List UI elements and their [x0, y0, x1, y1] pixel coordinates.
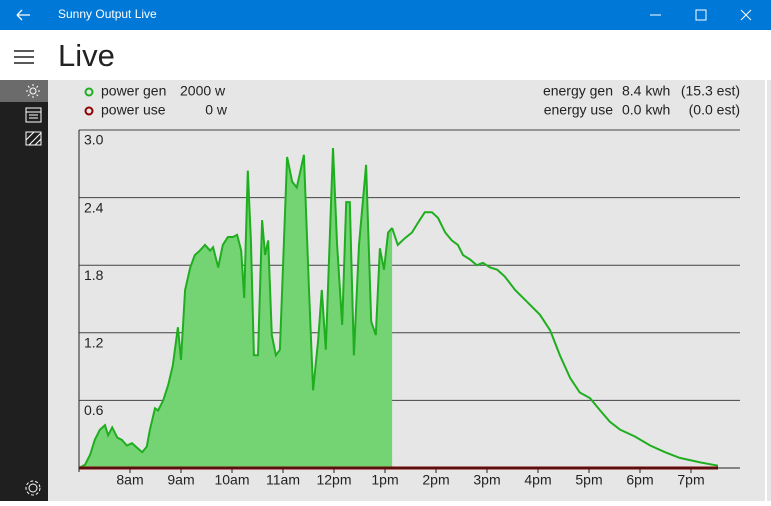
x-tick-label: 4pm	[524, 472, 551, 488]
nav-icon-sun	[26, 84, 40, 98]
series-line	[391, 211, 719, 467]
y-tick-label: 3.0	[84, 132, 104, 148]
x-tick-label: 3pm	[473, 472, 500, 488]
y-tick-label: 1.2	[84, 335, 104, 351]
window-title: Sunny Output Live	[58, 7, 157, 21]
legend-marker	[84, 87, 94, 97]
energy-gen-value: 8.4 kwh	[622, 83, 670, 99]
settings-button[interactable]	[25, 480, 41, 496]
x-tick-label: 10am	[214, 472, 249, 488]
title-bar	[0, 0, 771, 30]
x-tick-label: 11am	[266, 472, 300, 488]
x-tick-label: 9am	[167, 472, 194, 488]
energy-gen-est: (15.3 est)	[681, 83, 740, 99]
x-tick-label: 2pm	[422, 472, 449, 488]
sidebar	[0, 80, 48, 501]
y-tick-label: 2.4	[84, 199, 104, 215]
y-tick-label: 0.6	[84, 402, 104, 418]
x-tick-label: 12pm	[316, 472, 351, 488]
energy-use-label: energy use	[544, 102, 613, 118]
maximize-button[interactable]	[695, 9, 707, 21]
power-use-value: 0 w	[205, 102, 228, 118]
energy-use-est: (0.0 est)	[689, 102, 740, 118]
close-button[interactable]	[740, 9, 752, 21]
power-gen-value: 2000 w	[180, 83, 226, 99]
legend-marker	[84, 106, 94, 116]
x-tick-label: 5pm	[575, 472, 602, 488]
page-title: Live	[58, 38, 115, 73]
x-tick-label: 6pm	[626, 472, 653, 488]
energy-use-value: 0.0 kwh	[622, 102, 670, 118]
readings: 2000 w 0 w energy gen 8.4 kwh (15.3 est)…	[180, 83, 740, 118]
y-tick-label: 1.8	[84, 267, 104, 283]
series-line	[78, 147, 393, 469]
nav-live-selected[interactable]	[0, 80, 48, 102]
energy-gen-label: energy gen	[543, 83, 613, 99]
nav-icon-history[interactable]	[25, 131, 42, 146]
x-tick-label: 7pm	[677, 472, 704, 488]
x-tick-label: 1pm	[371, 472, 398, 488]
x-tick-label: 8am	[116, 472, 143, 488]
legend-label: power use	[101, 102, 166, 118]
nav-icon-calendar[interactable]	[25, 107, 42, 123]
legend-label: power gen	[101, 83, 166, 99]
header	[0, 30, 771, 80]
back-button[interactable]	[16, 9, 30, 21]
menu-button[interactable]	[14, 50, 34, 64]
